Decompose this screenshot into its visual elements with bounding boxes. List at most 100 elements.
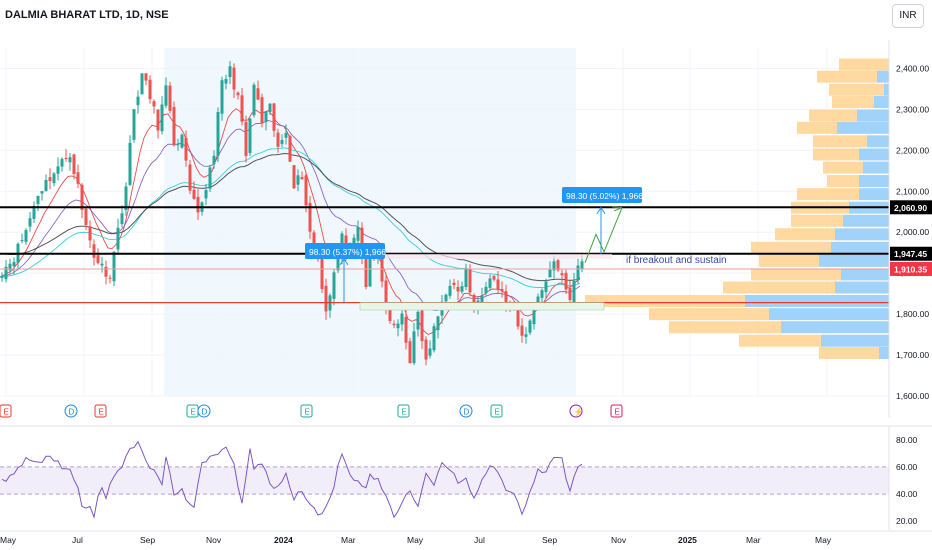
event-marker-circle bbox=[569, 404, 583, 418]
volume-profile-bar bbox=[819, 347, 879, 360]
candle bbox=[32, 205, 36, 219]
volume-profile-bar bbox=[751, 241, 831, 254]
candle bbox=[176, 144, 180, 146]
volume-profile-bar bbox=[874, 96, 889, 109]
candle bbox=[104, 266, 108, 277]
volume-profile-bar bbox=[819, 254, 889, 267]
volume-profile-bar bbox=[809, 109, 857, 122]
event-marker: E bbox=[0, 404, 12, 418]
candle bbox=[260, 97, 264, 124]
candle bbox=[212, 155, 216, 164]
time-tick-label: 2025 bbox=[678, 535, 697, 545]
candle bbox=[140, 73, 144, 95]
candle bbox=[504, 291, 508, 304]
price-level-label: 1,910.35 bbox=[890, 261, 932, 276]
rsi-tick-label: 60.00 bbox=[896, 462, 918, 472]
candle bbox=[416, 311, 420, 330]
volume-profile-bar bbox=[839, 58, 889, 71]
candle bbox=[256, 88, 260, 100]
candle bbox=[68, 157, 72, 163]
event-marker: E bbox=[186, 404, 199, 418]
event-marker-box bbox=[0, 404, 12, 418]
time-tick-label: Sep bbox=[542, 535, 557, 545]
candle bbox=[384, 280, 388, 306]
candle bbox=[208, 167, 212, 189]
volume-profile-bar bbox=[775, 228, 835, 241]
candle bbox=[88, 226, 92, 241]
price-tick-label: 2,400.00 bbox=[896, 63, 929, 73]
event-marker: ⚡ bbox=[569, 404, 583, 418]
candle bbox=[568, 287, 572, 301]
candle bbox=[220, 80, 224, 114]
volume-profile-bar bbox=[884, 83, 889, 96]
volume-profile-bar bbox=[835, 228, 889, 241]
candle bbox=[84, 208, 88, 225]
candle bbox=[532, 308, 536, 325]
candle bbox=[112, 251, 116, 282]
projection-path bbox=[584, 207, 623, 264]
volume-profile-bar bbox=[745, 295, 889, 308]
candle bbox=[524, 334, 528, 337]
candle bbox=[92, 244, 96, 258]
event-marker-circle bbox=[197, 404, 211, 418]
price-level-text: 1,910.35 bbox=[894, 264, 927, 274]
price-tick-label: 2,100.00 bbox=[896, 186, 929, 196]
volume-profile-bar bbox=[797, 121, 837, 134]
candle bbox=[120, 213, 124, 225]
candle bbox=[320, 256, 324, 289]
candle bbox=[300, 177, 304, 180]
event-marker-label: D bbox=[202, 408, 208, 417]
candle bbox=[304, 175, 308, 206]
time-tick-label: Mar bbox=[746, 535, 761, 545]
candle bbox=[572, 280, 576, 303]
candle bbox=[332, 272, 336, 299]
currency-button[interactable]: INR bbox=[892, 4, 924, 28]
volume-profile-bar bbox=[759, 254, 819, 267]
candle bbox=[336, 255, 340, 271]
candle bbox=[204, 190, 208, 199]
candle bbox=[464, 268, 468, 288]
volume-profile-bar bbox=[813, 148, 859, 161]
price-level-box bbox=[890, 246, 932, 261]
time-tick-label: Nov bbox=[611, 535, 627, 545]
candle bbox=[548, 269, 552, 278]
candle bbox=[160, 104, 164, 132]
rsi-tick-label: 40.00 bbox=[896, 489, 918, 499]
price-tick-label: 1,600.00 bbox=[896, 391, 929, 401]
event-marker: D bbox=[459, 404, 473, 418]
candle bbox=[556, 260, 560, 271]
candle bbox=[516, 305, 520, 327]
price-level-text: 2,060.90 bbox=[894, 203, 927, 213]
candle bbox=[264, 111, 268, 123]
measure-callout: 98.30 (5.02%) 1,966 bbox=[562, 187, 643, 203]
symbol-title[interactable]: DALMIA BHARAT LTD, 1D, NSE bbox=[5, 9, 169, 21]
candle bbox=[236, 92, 240, 96]
event-marker-box bbox=[397, 404, 410, 418]
price-level-text: 1,947.45 bbox=[894, 249, 927, 259]
candle bbox=[368, 256, 372, 287]
volume-profile-bar bbox=[841, 268, 889, 281]
candle bbox=[392, 323, 396, 326]
event-marker-label: D bbox=[464, 408, 470, 417]
volume-profile-bar bbox=[859, 188, 889, 201]
rsi-tick-label: 80.00 bbox=[896, 435, 918, 445]
candle bbox=[44, 179, 48, 192]
candle bbox=[124, 186, 128, 210]
rsi-line bbox=[1, 440, 583, 519]
price-tick-label: 2,000.00 bbox=[896, 227, 929, 237]
candle bbox=[312, 232, 316, 247]
volume-profile-bar bbox=[823, 161, 863, 174]
candle bbox=[136, 96, 140, 106]
candle bbox=[468, 268, 472, 293]
time-tick-label: 2024 bbox=[274, 535, 293, 545]
volume-profile-bar bbox=[859, 148, 889, 161]
volume-profile-bar bbox=[859, 175, 889, 188]
volume-profile-bar bbox=[769, 308, 889, 321]
event-marker-label: D bbox=[69, 408, 75, 417]
volume-profile-bar bbox=[835, 281, 889, 294]
candle bbox=[24, 229, 28, 242]
time-tick-label: May bbox=[815, 535, 832, 545]
candle bbox=[412, 331, 416, 364]
